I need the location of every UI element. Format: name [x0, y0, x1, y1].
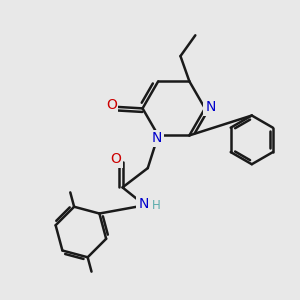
Text: O: O	[106, 98, 117, 112]
Text: H: H	[152, 199, 161, 212]
Text: N: N	[138, 197, 148, 211]
Text: N: N	[152, 131, 162, 146]
Text: N: N	[205, 100, 215, 114]
Text: O: O	[110, 152, 122, 166]
